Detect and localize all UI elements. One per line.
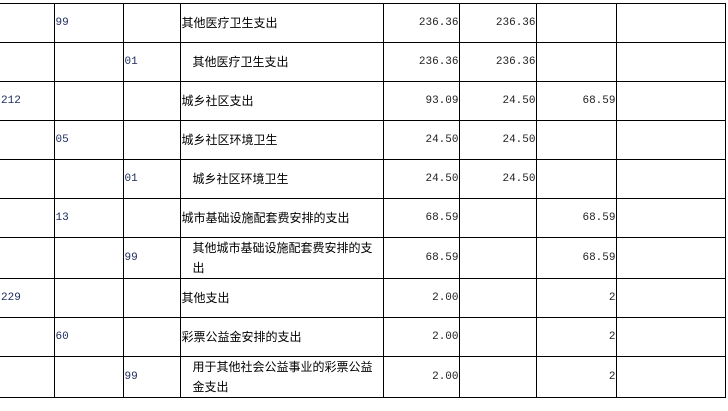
total-amount-cell: 2.00 xyxy=(382,317,460,357)
item-code-cell: 13 xyxy=(53,198,124,238)
project-amount-cell: 68.59 xyxy=(535,198,617,238)
item-name-cell: 其他城市基础设施配套费安排的支出 xyxy=(179,237,384,279)
project-amount-cell xyxy=(535,3,617,43)
item-name-cell: 彩票公益金安排的支出 xyxy=(179,317,384,357)
other-amount-cell xyxy=(615,317,726,357)
class-code-cell xyxy=(0,120,55,160)
total-amount-cell: 236.36 xyxy=(382,3,460,43)
class-code-cell xyxy=(0,356,55,398)
table-row: 01 其他医疗卫生支出 236.36 236.36 xyxy=(0,42,726,82)
table-row: 01 城乡社区环境卫生 24.50 24.50 xyxy=(0,159,726,199)
basic-amount-cell: 236.36 xyxy=(458,3,537,43)
basic-amount-cell: 24.50 xyxy=(458,81,537,121)
project-amount-cell: 68.59 xyxy=(535,81,617,121)
subitem-code-cell: 01 xyxy=(122,42,181,82)
item-code-cell: 60 xyxy=(53,317,124,357)
table-row: 99 用于其他社会公益事业的彩票公益金支出 2.00 2 xyxy=(0,356,726,398)
basic-amount-cell xyxy=(458,198,537,238)
basic-amount-cell: 24.50 xyxy=(458,120,537,160)
total-amount-cell: 236.36 xyxy=(382,42,460,82)
other-amount-cell xyxy=(615,42,726,82)
table-row: 05 城乡社区环境卫生 24.50 24.50 xyxy=(0,120,726,160)
other-amount-cell xyxy=(615,120,726,160)
other-amount-cell xyxy=(615,198,726,238)
total-amount-cell: 68.59 xyxy=(382,198,460,238)
item-name-cell: 用于其他社会公益事业的彩票公益金支出 xyxy=(179,356,384,398)
item-name-cell: 其他支出 xyxy=(179,278,384,318)
total-amount-cell: 2.00 xyxy=(382,278,460,318)
table-row: 60 彩票公益金安排的支出 2.00 2 xyxy=(0,317,726,357)
project-amount-cell: 2 xyxy=(535,278,617,318)
item-code-cell xyxy=(53,237,124,279)
item-code-cell xyxy=(53,81,124,121)
project-amount-cell xyxy=(535,120,617,160)
total-amount-cell: 24.50 xyxy=(382,159,460,199)
project-amount-cell: 2 xyxy=(535,356,617,398)
subitem-code-cell xyxy=(122,3,181,43)
item-name-cell: 城乡社区支出 xyxy=(179,81,384,121)
table-row: 99 其他医疗卫生支出 236.36 236.36 xyxy=(0,3,726,43)
basic-amount-cell xyxy=(458,237,537,279)
item-code-cell xyxy=(53,356,124,398)
basic-amount-cell: 236.36 xyxy=(458,42,537,82)
other-amount-cell xyxy=(615,356,726,398)
subitem-code-cell xyxy=(122,198,181,238)
class-code-cell xyxy=(0,159,55,199)
total-amount-cell: 2.00 xyxy=(382,356,460,398)
basic-amount-cell: 24.50 xyxy=(458,159,537,199)
item-name-cell: 城市基础设施配套费安排的支出 xyxy=(179,198,384,238)
subitem-code-cell xyxy=(122,278,181,318)
item-code-cell xyxy=(53,159,124,199)
subitem-code-cell xyxy=(122,81,181,121)
project-amount-cell xyxy=(535,159,617,199)
other-amount-cell xyxy=(615,237,726,279)
item-code-cell xyxy=(53,278,124,318)
table-row: 13 城市基础设施配套费安排的支出 68.59 68.59 xyxy=(0,198,726,238)
class-code-cell: 212 xyxy=(0,81,55,121)
subitem-code-cell: 01 xyxy=(122,159,181,199)
subitem-code-cell: 99 xyxy=(122,237,181,279)
class-code-cell xyxy=(0,317,55,357)
basic-amount-cell xyxy=(458,317,537,357)
project-amount-cell: 68.59 xyxy=(535,237,617,279)
item-name-cell: 其他医疗卫生支出 xyxy=(179,42,384,82)
total-amount-cell: 93.09 xyxy=(382,81,460,121)
class-code-cell xyxy=(0,42,55,82)
item-code-cell: 99 xyxy=(53,3,124,43)
item-code-cell xyxy=(53,42,124,82)
basic-amount-cell xyxy=(458,278,537,318)
expenditure-table: 99 其他医疗卫生支出 236.36 236.36 01 其他医疗卫生支出 236.36 23… xyxy=(0,3,726,398)
class-code-cell xyxy=(0,198,55,238)
total-amount-cell: 24.50 xyxy=(382,120,460,160)
other-amount-cell xyxy=(615,278,726,318)
other-amount-cell xyxy=(615,3,726,43)
basic-amount-cell xyxy=(458,356,537,398)
other-amount-cell xyxy=(615,159,726,199)
class-code-cell: 229 xyxy=(0,278,55,318)
item-name-cell: 城乡社区环境卫生 xyxy=(179,159,384,199)
table-row: 229 其他支出 2.00 2 xyxy=(0,278,726,318)
class-code-cell xyxy=(0,3,55,43)
other-amount-cell xyxy=(615,81,726,121)
table-row: 212 城乡社区支出 93.09 24.50 68.59 xyxy=(0,81,726,121)
subitem-code-cell xyxy=(122,120,181,160)
project-amount-cell xyxy=(535,42,617,82)
item-name-cell: 其他医疗卫生支出 xyxy=(179,3,384,43)
item-code-cell: 05 xyxy=(53,120,124,160)
table-row: 99 其他城市基础设施配套费安排的支出 68.59 68.59 xyxy=(0,237,726,279)
subitem-code-cell: 99 xyxy=(122,356,181,398)
class-code-cell xyxy=(0,237,55,279)
project-amount-cell: 2 xyxy=(535,317,617,357)
total-amount-cell: 68.59 xyxy=(382,237,460,279)
subitem-code-cell xyxy=(122,317,181,357)
item-name-cell: 城乡社区环境卫生 xyxy=(179,120,384,160)
